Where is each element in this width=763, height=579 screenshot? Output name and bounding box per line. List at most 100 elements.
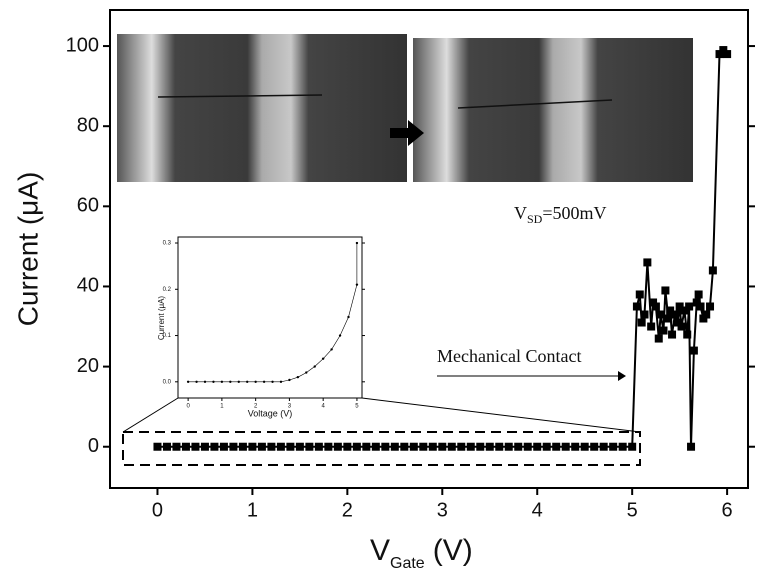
data-point: [324, 442, 333, 451]
data-point: [305, 371, 308, 374]
data-point: [191, 442, 200, 451]
data-point: [523, 442, 532, 451]
data-point: [708, 266, 717, 275]
data-point: [279, 380, 283, 384]
nanowire: [157, 94, 323, 98]
data-point: [504, 442, 513, 451]
data-point: [438, 442, 447, 451]
data-point: [680, 306, 689, 315]
x-tick-label: 5: [355, 403, 359, 409]
data-point: [321, 357, 325, 360]
data-point: [654, 334, 663, 343]
plot-frame: [177, 236, 363, 399]
y-tick-label: 40: [77, 275, 99, 297]
data-point: [590, 442, 599, 451]
arrow-head: [618, 371, 626, 381]
inset-x-label: Voltage (V): [248, 408, 293, 418]
data-point: [212, 380, 215, 384]
data-point: [609, 442, 618, 451]
data-point: [276, 442, 285, 451]
y-tick-label: 20: [77, 355, 99, 377]
data-point: [237, 380, 240, 384]
data-point: [685, 302, 694, 311]
data-point: [723, 50, 732, 59]
data-point: [677, 322, 686, 331]
data-point: [343, 442, 352, 451]
y-tick-label: 60: [77, 195, 99, 217]
data-point: [632, 302, 641, 311]
data-point: [333, 442, 342, 451]
data-point: [706, 302, 715, 311]
sem-image: [413, 38, 693, 182]
data-point: [664, 314, 673, 323]
x-tick-label: 3: [437, 499, 448, 521]
data-point: [257, 442, 266, 451]
x-tick-label: 2: [342, 499, 353, 521]
data-point: [666, 306, 675, 315]
data-point: [286, 442, 295, 451]
data-point: [220, 380, 224, 384]
data-point: [262, 380, 266, 384]
arrow: [390, 120, 424, 146]
y-tick-label: 0.2: [163, 287, 172, 293]
data-point: [675, 302, 684, 311]
data-point: [694, 290, 703, 299]
y-tick-label: 100: [66, 34, 99, 56]
annotation: Mechanical Contact: [437, 346, 581, 366]
data-point: [561, 442, 570, 451]
data-point: [580, 442, 589, 451]
data-point: [313, 365, 316, 368]
data-point: [618, 442, 627, 451]
plot-frame: [109, 9, 749, 489]
data-point: [352, 442, 361, 451]
data-point: [659, 326, 668, 335]
data-point: [673, 318, 682, 327]
y-tick-label: 0.3: [163, 241, 172, 247]
x-tick-label: 0: [152, 499, 163, 521]
x-axis-label: VGate (V): [370, 534, 473, 572]
data-point: [719, 46, 728, 55]
inset-y-label: Current (μA): [157, 296, 166, 341]
nanowire: [457, 99, 613, 109]
data-point: [210, 442, 219, 451]
data-point: [661, 286, 670, 295]
inset-background: [178, 237, 362, 398]
data-point: [514, 442, 523, 451]
zoom-line: [361, 397, 641, 433]
x-tick-label: 5: [627, 499, 638, 521]
data-point: [702, 310, 711, 319]
y-tick-label: 80: [77, 114, 99, 136]
x-tick-label: 6: [722, 499, 733, 521]
data-point: [246, 380, 249, 384]
data-point: [687, 442, 696, 451]
data-point: [338, 334, 342, 337]
data-point: [689, 346, 698, 355]
data-point: [355, 283, 359, 286]
x-tick-label: 1: [247, 499, 258, 521]
data-point: [371, 442, 380, 451]
data-point: [267, 442, 276, 451]
data-point: [229, 442, 238, 451]
x-tick-label: 4: [532, 499, 543, 521]
data-point: [668, 330, 677, 339]
data-point: [186, 380, 190, 384]
data-point: [238, 442, 247, 451]
data-point: [466, 442, 475, 451]
data-point: [428, 442, 437, 451]
data-point: [485, 442, 494, 451]
x-tick-label: 4: [322, 403, 326, 409]
data-point: [533, 442, 542, 451]
data-line: [188, 243, 358, 383]
data-point: [447, 442, 456, 451]
data-point: [649, 298, 658, 307]
data-point: [271, 380, 274, 384]
data-point: [347, 315, 350, 319]
data-point: [229, 380, 232, 384]
data-point: [637, 318, 646, 327]
data-point: [643, 258, 652, 267]
data-point: [330, 348, 333, 351]
data-point: [203, 380, 207, 384]
data-point: [172, 442, 181, 451]
y-tick-label: 0.1: [163, 333, 172, 339]
data-point: [200, 442, 209, 451]
